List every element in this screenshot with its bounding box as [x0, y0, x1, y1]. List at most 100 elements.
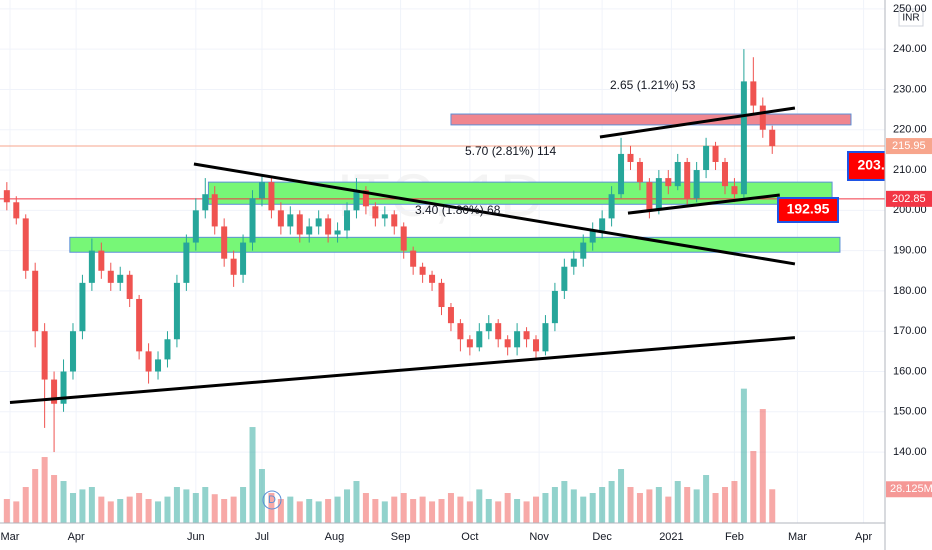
candle-body — [514, 331, 521, 348]
candle-body — [211, 194, 218, 227]
price-axis — [885, 0, 932, 550]
volume-bar — [419, 496, 426, 523]
volume-bar — [627, 487, 634, 523]
candle-body — [296, 214, 303, 235]
y-tick-label: 210.00 — [893, 164, 927, 176]
candle-body — [721, 161, 728, 187]
volume-bar — [485, 499, 492, 523]
candle-body — [429, 274, 436, 283]
candle-body — [570, 258, 577, 267]
volume-bar — [372, 499, 379, 523]
candle-body — [589, 230, 596, 243]
volume-bar — [589, 493, 596, 523]
candle-body — [769, 129, 776, 147]
candle-body — [636, 161, 643, 183]
volume-bar — [599, 487, 606, 523]
volume-bar — [240, 487, 247, 523]
volume-bar — [466, 501, 473, 523]
candle-body — [192, 210, 199, 243]
candle-body — [580, 242, 587, 259]
candle-body — [221, 226, 228, 259]
candle-body — [344, 210, 351, 231]
volume-bar — [514, 499, 521, 523]
volume-bar — [636, 493, 643, 523]
candle-body — [618, 153, 625, 195]
zone — [69, 236, 841, 253]
x-tick-label: Oct — [461, 531, 478, 543]
volume-bar — [523, 501, 530, 523]
callout-box — [777, 197, 839, 223]
volume-bar — [145, 499, 152, 523]
candle-body — [334, 230, 341, 235]
candle-body — [476, 331, 483, 348]
volume-bar — [268, 493, 275, 523]
volume-bar — [60, 481, 67, 523]
currency: INR — [902, 13, 919, 24]
x-tick-label: Jul — [255, 531, 269, 543]
candle-body — [107, 270, 114, 283]
candle-body — [693, 170, 700, 199]
candle-body — [608, 194, 615, 219]
candle-body — [32, 270, 39, 332]
measure-label: 2.65 (1.21%) 53 — [610, 78, 696, 92]
x-tick-label: Aug — [325, 531, 345, 543]
x-tick-label: Feb — [725, 531, 744, 543]
volume-bar — [69, 493, 76, 523]
volume-bar — [410, 499, 417, 523]
volume-bar — [551, 487, 558, 523]
candle-body — [485, 323, 492, 332]
volume-bar — [155, 501, 162, 523]
candle-body — [495, 323, 502, 340]
candle-body — [230, 258, 237, 275]
axes: 140.00 150.00 160.00 170.00 180.00 190.00 200.… — [1, 3, 932, 543]
volume-bar — [542, 493, 549, 523]
candle-body — [646, 182, 653, 211]
volume-bar — [221, 499, 228, 523]
callout-label: 192.95 — [787, 201, 830, 217]
volume-tag — [886, 481, 932, 498]
candle-body — [41, 331, 48, 380]
y-tick-label: 220.00 — [893, 124, 927, 136]
volume-bar — [136, 493, 143, 523]
y-tick-label: 180.00 — [893, 285, 927, 297]
volume-tag-label: 28.125M — [890, 483, 932, 495]
volume-bar — [22, 487, 29, 523]
volume-bar — [580, 496, 587, 523]
volume-bar — [183, 489, 190, 523]
candle-body — [438, 282, 445, 308]
trendline — [627, 193, 780, 215]
candle-body — [362, 190, 369, 207]
plot-area: ITC, 1D2.65 (1.21%) 535.70 (2.81%) 1143.… — [0, 0, 903, 523]
candle-body — [202, 194, 209, 211]
candle-body — [315, 218, 322, 227]
candle-body — [457, 323, 464, 340]
candle-body — [249, 198, 256, 243]
volume-bar — [759, 409, 766, 523]
volume-bar — [693, 489, 700, 523]
candle-body — [287, 214, 294, 227]
volume-bar — [98, 496, 105, 523]
volume-bar — [447, 493, 454, 523]
volume-bar — [88, 487, 95, 523]
candle-body — [627, 153, 634, 162]
volume-bar — [296, 501, 303, 523]
candle-body — [750, 81, 757, 106]
trendline — [193, 162, 796, 266]
y-tick-label: 250.00 — [893, 3, 927, 15]
x-tick-label: Apr — [855, 531, 872, 543]
volume-bar — [51, 475, 58, 523]
volume-bar — [400, 493, 407, 523]
price-tag-label: 215.95 — [892, 140, 926, 152]
trendline — [9, 336, 796, 405]
volume-bar — [126, 496, 133, 523]
candle-body — [13, 202, 20, 219]
volume-bar — [107, 501, 114, 523]
volume-bar — [618, 469, 625, 523]
candle-body — [599, 218, 606, 231]
candle-body — [447, 307, 454, 324]
candle-body — [533, 339, 540, 352]
volume-bar — [646, 489, 653, 523]
volume-bar — [750, 451, 757, 523]
